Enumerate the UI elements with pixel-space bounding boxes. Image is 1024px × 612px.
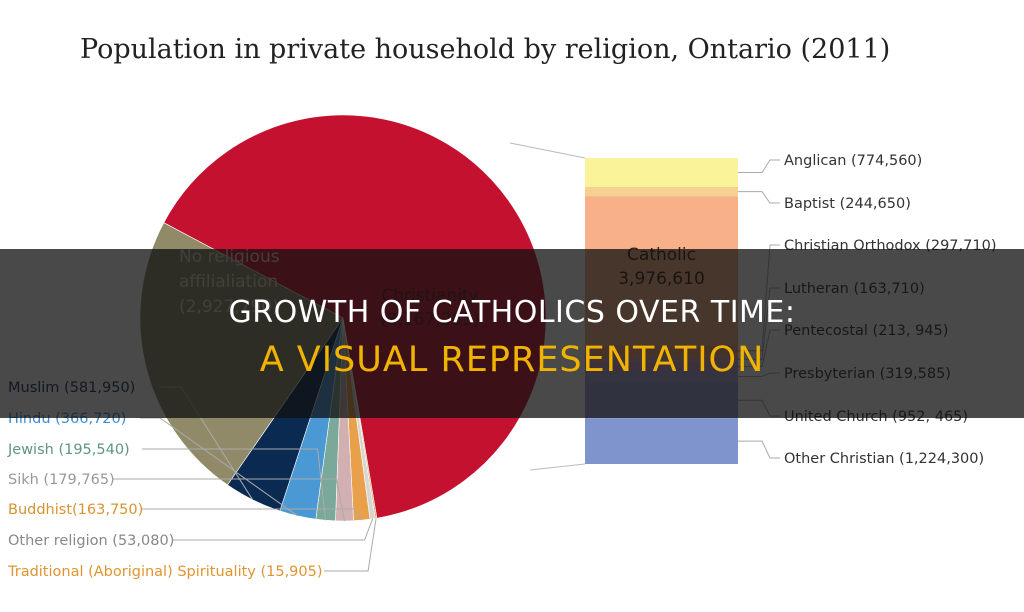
leader-other-religion: [172, 518, 374, 541]
leader-jewish: [142, 448, 327, 521]
right-label-anglican-774-560: Anglican (774,560): [784, 153, 922, 169]
chart-title: Population in private household by relig…: [80, 34, 890, 65]
leader-hindu: [140, 417, 298, 517]
left-label-other-religion: Other religion (53,080): [8, 533, 174, 549]
connector-bottom: [529, 463, 586, 471]
leader-traditional-aboriginal-spirituality: [324, 518, 377, 572]
banner-subtitle: A VISUAL REPRESENTATION: [259, 340, 765, 380]
left-label-sikh: Sikh (179,765): [8, 472, 115, 488]
left-label-buddhist: Buddhist(163,750): [8, 502, 143, 518]
connector-top: [509, 142, 586, 159]
left-label-traditional-aboriginal-spirituality: Traditional (Aboriginal) Spirituality (1…: [7, 564, 323, 580]
right-label-baptist-244-650: Baptist (244,650): [784, 196, 911, 212]
title-banner: [0, 249, 1024, 418]
bar-segment-baptist-244-650: [585, 187, 738, 197]
connector-other-christian-1-224-300: [738, 440, 780, 459]
left-label-jewish: Jewish (195,540): [7, 442, 130, 458]
leader-buddhist: [142, 508, 363, 521]
connector-anglican-774-560: [738, 159, 780, 173]
connector-baptist-244-650: [738, 191, 780, 204]
bar-segment-anglican-774-560: [585, 158, 738, 188]
banner-title: GROWTH OF CATHOLICS OVER TIME:: [228, 295, 796, 330]
right-label-other-christian-1-224-300: Other Christian (1,224,300): [784, 451, 984, 467]
bar-segment-other-christian-1-224-300: [585, 418, 738, 464]
leader-sikh: [112, 478, 345, 522]
